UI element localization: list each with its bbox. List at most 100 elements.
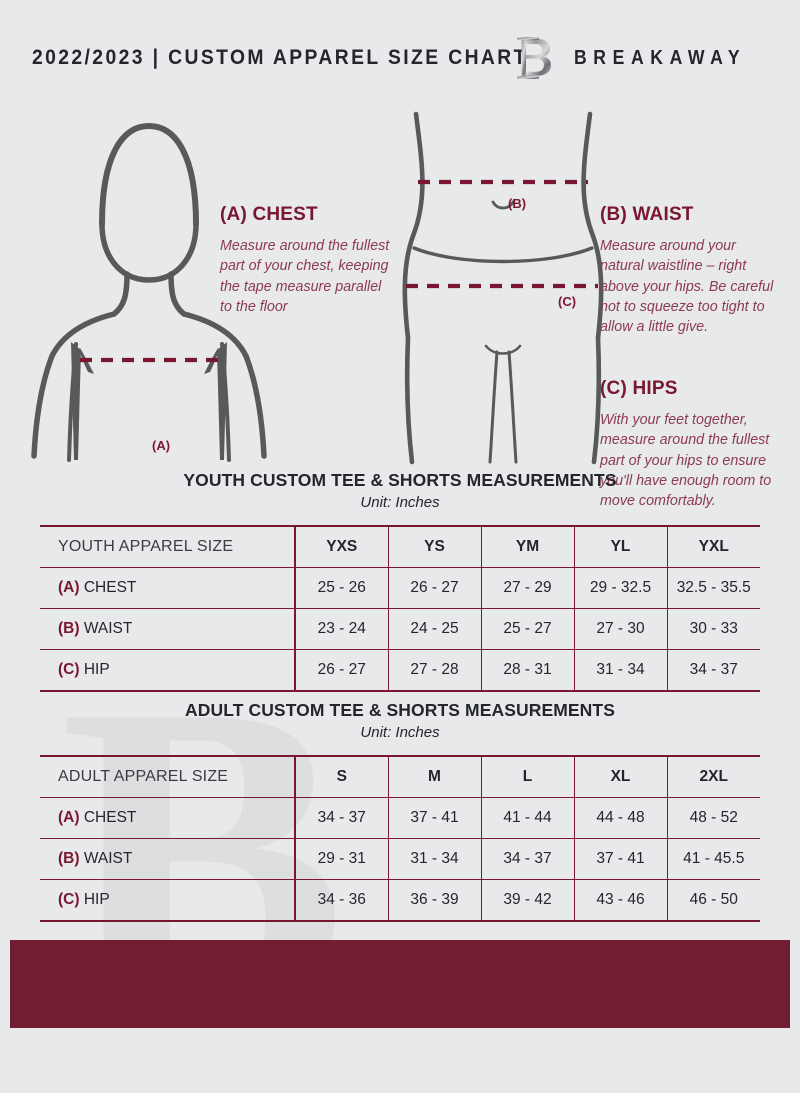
table-cell-value: 34 - 37 [295, 797, 389, 839]
table-cell-value: 27 - 30 [574, 608, 668, 650]
table-cell-value: 29 - 32.5 [574, 567, 668, 609]
measure-tag: (C) [58, 891, 80, 908]
measure-tag: (A) [58, 809, 80, 826]
youth-size-table: YOUTH APPAREL SIZE YXS YS YM YL YXL (A) CHEST 2… [40, 525, 760, 692]
breakaway-b-monogram-icon [517, 37, 552, 79]
table-cell-value: 34 - 37 [667, 649, 760, 692]
measure-name: HIP [79, 891, 110, 908]
table-header-size: YS [388, 525, 482, 568]
youth-table-title: YOUTH CUSTOM TEE & SHORTS MEASUREMENTS [183, 470, 617, 490]
table-cell-value: 41 - 45.5 [667, 838, 760, 880]
table-header-size: L [481, 755, 575, 798]
youth-table-body: YOUTH APPAREL SIZE YXS YS YM YL YXL (A) CHEST 2… [40, 525, 760, 692]
measure-tag: (B) [58, 850, 80, 867]
adult-table-title: ADULT CUSTOM TEE & SHORTS MEASUREMENTS [185, 700, 615, 720]
table-row: (A) CHEST 25 - 26 26 - 27 27 - 29 29 - 32.5 3… [40, 567, 760, 609]
adult-table-block: ADULT CUSTOM TEE & SHORTS MEASUREMENTS U… [0, 700, 800, 922]
chest-measure-label: (A) [152, 438, 171, 453]
table-cell-value: 23 - 24 [295, 608, 389, 650]
table-header-size: YXS [295, 525, 389, 568]
page-header: 2022/2023 | CUSTOM APPAREL SIZE CHART BR… [0, 30, 800, 86]
adult-table-unit: Unit: Inches [360, 724, 440, 741]
table-row: (C) HIP 26 - 27 27 - 28 28 - 31 31 - 34 34 - … [40, 649, 760, 692]
navel-detail [491, 200, 515, 210]
table-row: (A) CHEST 34 - 37 37 - 41 41 - 44 44 - 48 48 … [40, 797, 760, 839]
measure-name: CHEST [79, 579, 137, 596]
callout-hips: (C) HIPS With your feet together, measur… [600, 378, 780, 511]
table-row: (B) WAIST 29 - 31 31 - 34 34 - 37 37 - 41 41 … [40, 838, 760, 880]
table-cell-value: 25 - 27 [481, 608, 575, 650]
torso-figure-illustration [31, 122, 267, 462]
table-row-label: (B) WAIST [40, 608, 296, 650]
table-cell-value: 44 - 48 [574, 797, 668, 839]
table-row-label: (B) WAIST [40, 838, 296, 880]
table-header-size: S [295, 755, 389, 798]
table-header-size: 2XL [667, 755, 760, 798]
table-cell-value: 37 - 41 [388, 797, 482, 839]
table-cell-value: 27 - 29 [481, 567, 575, 609]
waist-measure-label: (B) [508, 196, 527, 211]
table-cell-value: 26 - 27 [295, 649, 389, 692]
table-header-size: YXL [667, 525, 760, 568]
measure-tag: (A) [58, 579, 80, 596]
youth-table-unit: Unit: Inches [360, 494, 440, 511]
hip-measure-label: (C) [558, 294, 577, 309]
measure-tag: (B) [58, 620, 80, 637]
table-cell-value: 26 - 27 [388, 567, 482, 609]
measurement-illustrations: (A) (B) (C) (A) CHEST Measure around the… [0, 96, 800, 509]
table-cell-value: 46 - 50 [667, 879, 760, 922]
table-cell-value: 28 - 31 [481, 649, 575, 692]
adult-size-table: ADULT APPAREL SIZE S M L XL 2XL (A) CHEST 34 - … [40, 755, 760, 922]
table-cell-value: 30 - 33 [667, 608, 760, 650]
table-header-row: YOUTH APPAREL SIZE YXS YS YM YL YXL [40, 525, 760, 568]
table-cell-value: 31 - 34 [574, 649, 668, 692]
table-cell-value: 41 - 44 [481, 797, 575, 839]
callout-chest-heading: (A) CHEST [220, 204, 318, 225]
table-cell-value: 39 - 42 [481, 879, 575, 922]
callout-waist-heading: (B) WAIST [600, 204, 694, 225]
table-cell-value: 32.5 - 35.5 [667, 567, 760, 609]
measure-name: WAIST [79, 620, 133, 637]
callout-waist: (B) WAIST Measure around your natural wa… [600, 204, 778, 337]
footer-bar [10, 940, 790, 1028]
youth-table-block: YOUTH CUSTOM TEE & SHORTS MEASUREMENTS U… [0, 470, 800, 692]
table-cell-value: 29 - 31 [295, 838, 389, 880]
table-cell-value: 34 - 37 [481, 838, 575, 880]
callout-chest-body: Measure around the fullest part of your … [220, 238, 390, 315]
hips-figure-illustration [402, 111, 604, 465]
table-cell-value: 48 - 52 [667, 797, 760, 839]
table-row: (B) WAIST 23 - 24 24 - 25 25 - 27 27 - 30 30 … [40, 608, 760, 650]
table-header-label: YOUTH APPAREL SIZE [40, 525, 296, 568]
table-row-label: (A) CHEST [40, 797, 296, 839]
table-header-size: XL [574, 755, 668, 798]
table-cell-value: 25 - 26 [295, 567, 389, 609]
table-cell-value: 34 - 36 [295, 879, 389, 922]
measure-name: WAIST [79, 850, 133, 867]
table-cell-value: 36 - 39 [388, 879, 482, 922]
measure-tag: (C) [58, 661, 80, 678]
table-cell-value: 31 - 34 [388, 838, 482, 880]
page-title: 2022/2023 | CUSTOM APPAREL SIZE CHART [32, 46, 528, 69]
callout-chest: (A) CHEST Measure around the fullest par… [220, 204, 395, 317]
table-cell-value: 24 - 25 [388, 608, 482, 650]
table-cell-value: 43 - 46 [574, 879, 668, 922]
table-header-size: YL [574, 525, 668, 568]
callout-hips-heading: (C) HIPS [600, 378, 678, 399]
table-cell-value: 37 - 41 [574, 838, 668, 880]
table-header-size: M [388, 755, 482, 798]
table-header-size: YM [481, 525, 575, 568]
adult-table-body: ADULT APPAREL SIZE S M L XL 2XL (A) CHEST 34 - … [40, 755, 760, 922]
table-header-row: ADULT APPAREL SIZE S M L XL 2XL [40, 755, 760, 798]
measure-name: HIP [79, 661, 110, 678]
brand-lockup: BREAKAWAY [514, 30, 770, 86]
table-row: (C) HIP 34 - 36 36 - 39 39 - 42 43 - 46 46 - … [40, 879, 760, 922]
table-cell-value: 27 - 28 [388, 649, 482, 692]
table-row-label: (C) HIP [40, 879, 296, 922]
callout-waist-body: Measure around your natural waistline – … [600, 238, 774, 336]
brand-wordmark: BREAKAWAY [574, 46, 747, 69]
callout-hips-body: With your feet together, measure around … [600, 412, 772, 510]
table-row-label: (A) CHEST [40, 567, 296, 609]
measure-name: CHEST [79, 809, 137, 826]
table-row-label: (C) HIP [40, 649, 296, 692]
table-header-label: ADULT APPAREL SIZE [40, 755, 296, 798]
